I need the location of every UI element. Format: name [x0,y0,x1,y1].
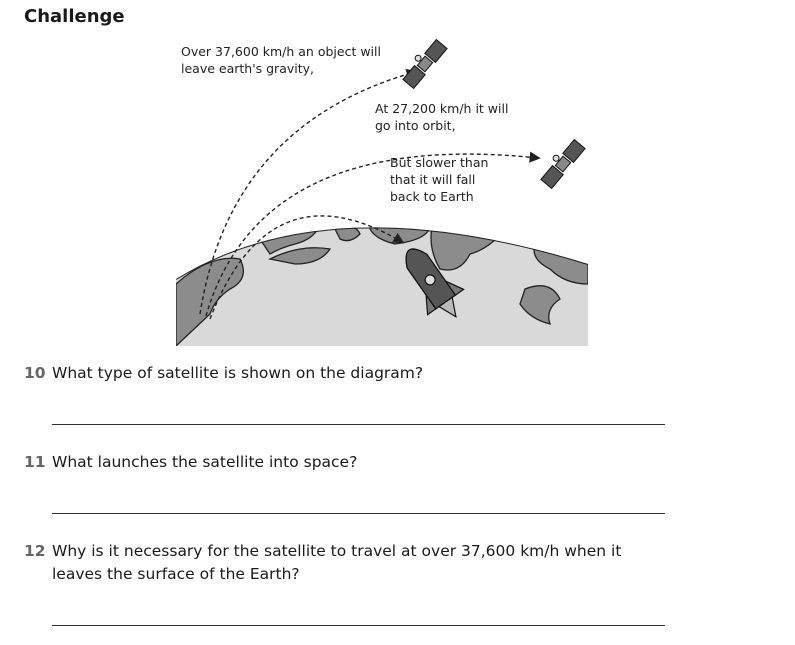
page-heading: Challenge [24,6,125,27]
question-text: What type of satellite is shown on the d… [52,364,424,382]
escape-label-line: Over 37,600 km/h an object will [181,44,381,59]
fall-trajectory [209,215,405,320]
fall-label: But slower than that it will fall back t… [390,154,488,205]
question-text: Why is it necessary for the satellite to… [52,542,622,583]
question-number: 12 [24,542,46,560]
satellite-icon [402,38,448,90]
orbit-label-line: At 27,200 km/h it will [375,101,509,116]
rocket-icon [405,248,465,318]
fall-label-line: But slower than [390,155,489,170]
satellite-diagram: Over 37,600 km/h an object will leave ea… [170,34,590,350]
question-number: 11 [24,453,46,471]
escape-label: Over 37,600 km/h an object will leave ea… [181,43,381,77]
answer-line-11[interactable] [52,513,665,514]
fall-label-line: back to Earth [390,189,474,204]
fall-label-line: that it will fall [390,172,476,187]
orbit-label-line: go into orbit, [375,118,456,133]
answer-line-10[interactable] [52,424,665,425]
question-number: 10 [24,364,46,382]
escape-label-line: leave earth's gravity, [181,61,314,76]
answer-line-12[interactable] [52,625,665,626]
satellite-icon [540,138,586,190]
question-text: What launches the satellite into space? [52,453,358,471]
orbit-trajectory [205,151,541,317]
earth [176,227,588,346]
question-12: 12 Why is it necessary for the satellite… [24,540,621,583]
orbit-label: At 27,200 km/h it will go into orbit, [375,100,508,134]
question-11: 11 What launches the satellite into spac… [24,451,357,474]
diagram-graphic [176,38,588,346]
question-10: 10 What type of satellite is shown on th… [24,362,423,385]
escape-trajectory [199,68,418,315]
